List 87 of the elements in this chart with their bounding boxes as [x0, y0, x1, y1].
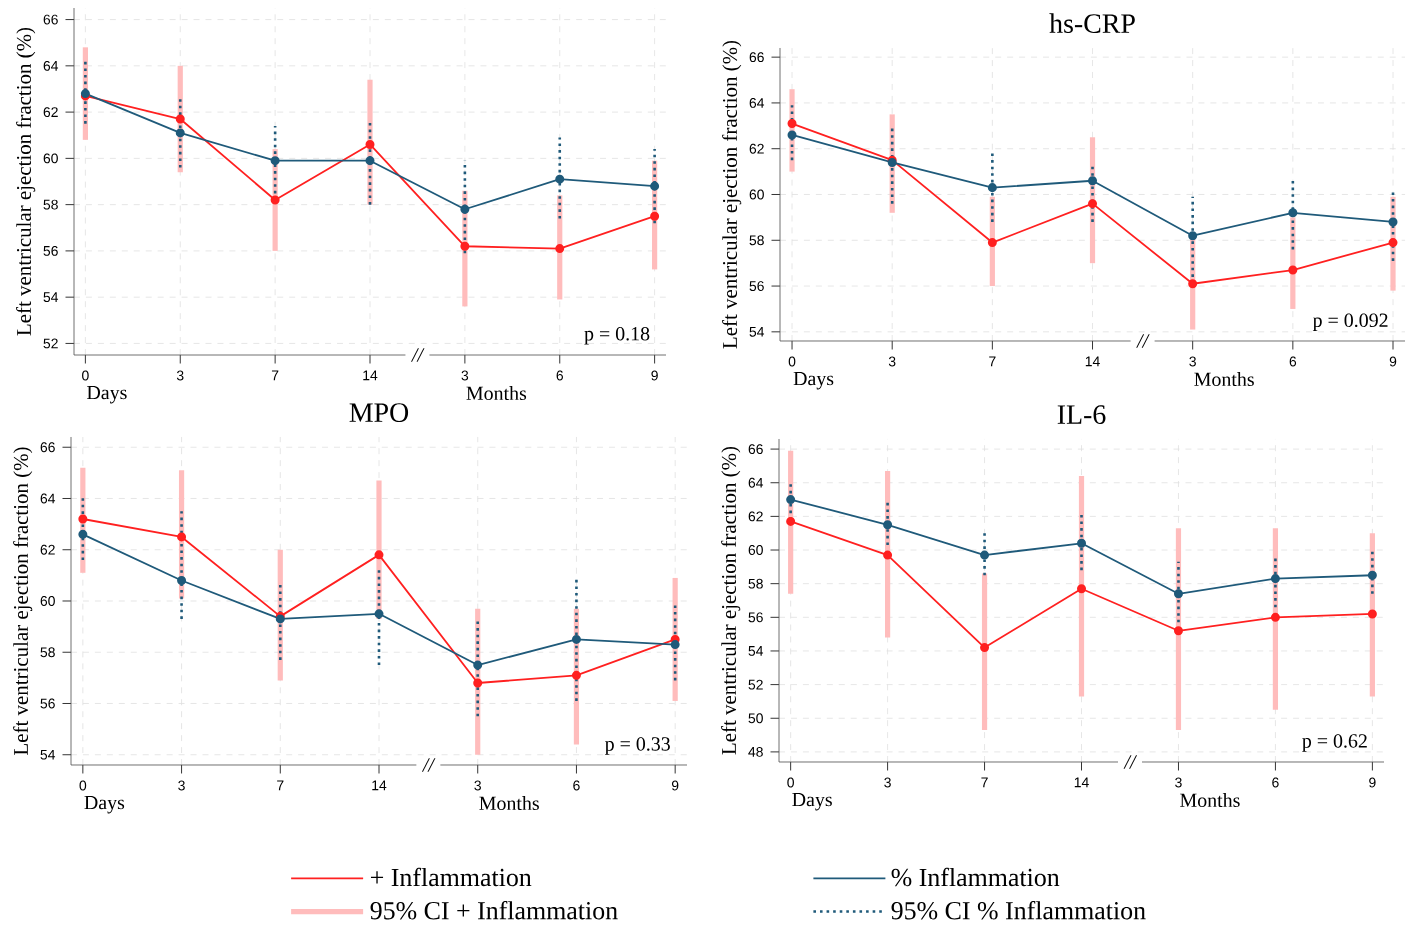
- x-tick-label: 3: [178, 780, 185, 791]
- chart-title: IL-6: [1057, 405, 1106, 425]
- annotation: p = 0.62: [1302, 734, 1367, 752]
- y-tick-label: 62: [749, 143, 764, 154]
- y-tick-label: 66: [748, 444, 763, 455]
- y-tick-label: 56: [749, 281, 764, 291]
- text: Days: [84, 796, 125, 814]
- x-tick-label: 3: [888, 356, 896, 367]
- text: Months: [466, 386, 527, 401]
- y-axis-title: Left ventricular ejection fraction (%): [16, 27, 36, 336]
- chart-title: hs-CRP: [1049, 13, 1135, 33]
- annotation: //: [1136, 334, 1150, 348]
- x-tick-label: 0: [788, 356, 796, 367]
- x-tick-label: 3: [461, 370, 469, 381]
- x-tick-label: 14: [372, 780, 387, 791]
- y-tick-label: 60: [40, 596, 55, 606]
- y-axis-title: Left ventricular ejection fraction (%): [13, 447, 33, 755]
- x-tick-label: 3: [176, 370, 184, 381]
- y-tick-label: 54: [749, 326, 765, 337]
- x-tick-label: 6: [573, 780, 580, 791]
- x-tick-label: 7: [277, 780, 284, 791]
- legend-label: + Inflammation: [370, 867, 532, 887]
- x-tick-label: 9: [1389, 356, 1397, 367]
- y-tick-label: 56: [40, 698, 55, 709]
- y-tick-label: 64: [748, 477, 764, 488]
- annotation: //: [1123, 755, 1138, 769]
- y-tick-label: 62: [43, 107, 58, 118]
- y-tick-label: 64: [43, 60, 59, 71]
- annotation: p = 0.33: [605, 737, 670, 755]
- y-tick-label: 64: [40, 493, 56, 504]
- y-tick-label: 66: [43, 14, 58, 25]
- annotation: p = 0.18: [584, 327, 650, 345]
- x-tick-label: 14: [363, 370, 378, 381]
- y-tick-label: 58: [748, 578, 763, 589]
- y-tick-label: 60: [749, 189, 764, 200]
- y-axis-title: Left ventricular ejection fraction (%): [721, 446, 741, 755]
- x-tick-label: 9: [671, 780, 679, 791]
- x-tick-label: 9: [1369, 777, 1376, 788]
- y-tick-label: 50: [748, 713, 763, 724]
- x-tick-label: 0: [82, 370, 89, 381]
- text: Days: [792, 793, 832, 811]
- y-tick-label: 56: [748, 612, 763, 623]
- y-tick-label: 66: [749, 52, 764, 63]
- x-tick-label: 3: [474, 780, 481, 791]
- y-tick-label: 58: [749, 235, 764, 246]
- x-tick-label: 7: [981, 777, 988, 788]
- y-tick-label: 60: [43, 153, 58, 164]
- text: Months: [1180, 793, 1240, 808]
- annotation: p = 0.092: [1312, 313, 1388, 332]
- x-tick-label: 7: [271, 370, 279, 381]
- chart-title: MPO: [349, 403, 409, 423]
- text: Days: [86, 386, 127, 404]
- annotation: //: [411, 348, 425, 362]
- y-tick-label: 54: [40, 749, 56, 760]
- x-tick-label: 0: [79, 780, 87, 791]
- x-tick-label: 14: [1085, 356, 1100, 367]
- x-tick-label: 14: [1074, 777, 1089, 788]
- text: Days: [793, 372, 834, 390]
- text: 95% CI + Inflammation: [370, 900, 618, 920]
- y-axis-title: Left ventricular ejection fraction (%): [722, 40, 742, 349]
- x-tick-label: 6: [556, 370, 563, 381]
- y-tick-label: 58: [40, 647, 55, 658]
- y-tick-label: 52: [748, 679, 763, 690]
- y-tick-label: 66: [40, 442, 55, 453]
- y-tick-label: 62: [40, 544, 55, 555]
- x-tick-label: 0: [787, 777, 794, 788]
- y-tick-label: 52: [43, 338, 58, 349]
- x-tick-label: 3: [1175, 777, 1182, 788]
- y-tick-label: 48: [748, 746, 763, 757]
- x-tick-label: 9: [651, 370, 658, 381]
- y-tick-label: 64: [749, 98, 765, 108]
- annotation: //: [421, 758, 436, 772]
- y-tick-label: 54: [43, 292, 59, 303]
- x-tick-label: 6: [1272, 777, 1279, 788]
- text: 95% CI % Inflammation: [891, 900, 1146, 920]
- text: Months: [1194, 372, 1254, 387]
- x-tick-label: 3: [884, 777, 891, 788]
- x-tick-label: 7: [989, 356, 996, 367]
- x-tick-label: 6: [1289, 356, 1297, 367]
- x-tick-label: 3: [1189, 356, 1196, 367]
- y-tick-label: 60: [748, 545, 763, 555]
- y-tick-label: 54: [748, 646, 764, 656]
- y-tick-label: 56: [43, 245, 58, 256]
- legend-label: % Inflammation: [891, 867, 1060, 887]
- text: Months: [479, 796, 539, 811]
- y-tick-label: 58: [43, 199, 58, 210]
- y-tick-label: 62: [748, 511, 763, 522]
